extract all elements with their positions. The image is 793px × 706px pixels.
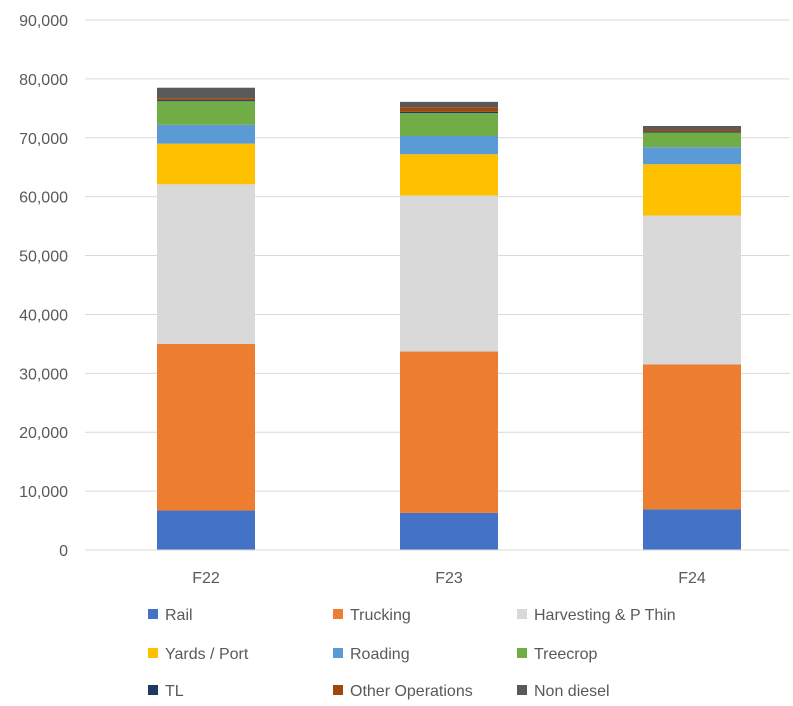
y-tick-label: 20,000 [19, 425, 68, 442]
legend-label: Yards / Port [165, 646, 249, 663]
bar-segment-rail-F22 [157, 510, 255, 550]
legend-label: Treecrop [534, 646, 598, 663]
bar-segment-yards-port-F24 [643, 164, 741, 216]
legend-swatch [148, 685, 158, 695]
x-tick-label: F22 [192, 570, 220, 587]
x-tick-label: F23 [435, 570, 463, 587]
legend-swatch [517, 609, 527, 619]
bar-segment-other-operations-F23 [400, 107, 498, 112]
legend-item-trucking: Trucking [333, 607, 411, 624]
bars [157, 87, 741, 550]
legend-item-tl: TL [148, 683, 184, 700]
bar-segment-roading-F24 [643, 147, 741, 165]
legend-label: Harvesting & P Thin [534, 607, 676, 624]
bar-segment-non-diesel-F23 [400, 101, 498, 108]
legend-item-rail: Rail [148, 607, 193, 624]
y-tick-label: 90,000 [19, 13, 68, 30]
legend-item-other-operations: Other Operations [333, 683, 473, 700]
legend-label: Rail [165, 607, 193, 624]
y-tick-label: 0 [59, 543, 68, 560]
legend-item-roading: Roading [333, 646, 410, 663]
y-tick-label: 80,000 [19, 72, 68, 89]
legend-item-harvesting-p-thin: Harvesting & P Thin [517, 607, 676, 624]
y-tick-label: 70,000 [19, 131, 68, 148]
legend-item-non-diesel: Non diesel [517, 683, 610, 700]
legend-swatch [517, 685, 527, 695]
bar-segment-roading-F22 [157, 124, 255, 144]
bar-segment-treecrop-F23 [400, 113, 498, 137]
y-tick-label: 40,000 [19, 307, 68, 324]
legend-swatch [333, 609, 343, 619]
bar-segment-harvesting-p-thin-F22 [157, 184, 255, 344]
bar-segment-trucking-F23 [400, 351, 498, 513]
bar-segment-non-diesel-F24 [643, 126, 741, 130]
bar-segment-other-operations-F22 [157, 98, 255, 101]
legend-label: Roading [350, 646, 410, 663]
x-tick-label: F24 [678, 570, 706, 587]
legend: Rail Trucking Harvesting & P Thin Yards / P… [148, 607, 676, 700]
legend-label: Other Operations [350, 683, 473, 700]
legend-swatch [333, 685, 343, 695]
x-axis-tick-labels: F22 F23 F24 [192, 570, 706, 587]
y-axis-tick-labels: 0 10,000 20,000 30,000 40,000 50,000 60,000 70,… [19, 13, 68, 560]
bar-segment-yards-port-F23 [400, 154, 498, 196]
y-tick-label: 30,000 [19, 366, 68, 383]
bar-segment-other-operations-F24 [643, 129, 741, 132]
legend-item-yards-port: Yards / Port [148, 646, 249, 663]
bar-segment-non-diesel-F22 [157, 87, 255, 99]
legend-label: Trucking [350, 607, 411, 624]
y-tick-label: 50,000 [19, 249, 68, 266]
bar-segment-tl-F23 [400, 111, 498, 114]
bar-segment-rail-F24 [643, 509, 741, 550]
legend-item-treecrop: Treecrop [517, 646, 598, 663]
bar-segment-harvesting-p-thin-F24 [643, 215, 741, 365]
legend-swatch [517, 648, 527, 658]
bar-stack-F24 [643, 126, 741, 550]
bar-segment-tl-F24 [643, 131, 741, 133]
legend-label: TL [165, 683, 184, 700]
y-tick-label: 10,000 [19, 484, 68, 501]
legend-swatch [148, 609, 158, 619]
bar-segment-treecrop-F24 [643, 132, 741, 148]
bar-stack-F22 [157, 87, 255, 550]
bar-segment-rail-F23 [400, 512, 498, 550]
bar-segment-yards-port-F22 [157, 143, 255, 185]
legend-label: Non diesel [534, 683, 610, 700]
legend-swatch [148, 648, 158, 658]
bar-segment-trucking-F22 [157, 343, 255, 511]
bar-segment-roading-F23 [400, 136, 498, 155]
bar-segment-harvesting-p-thin-F23 [400, 195, 498, 352]
bar-segment-trucking-F24 [643, 364, 741, 510]
bar-stack-F23 [400, 101, 498, 550]
y-tick-label: 60,000 [19, 190, 68, 207]
bar-segment-tl-F22 [157, 100, 255, 102]
bar-segment-treecrop-F22 [157, 101, 255, 125]
legend-swatch [333, 648, 343, 658]
